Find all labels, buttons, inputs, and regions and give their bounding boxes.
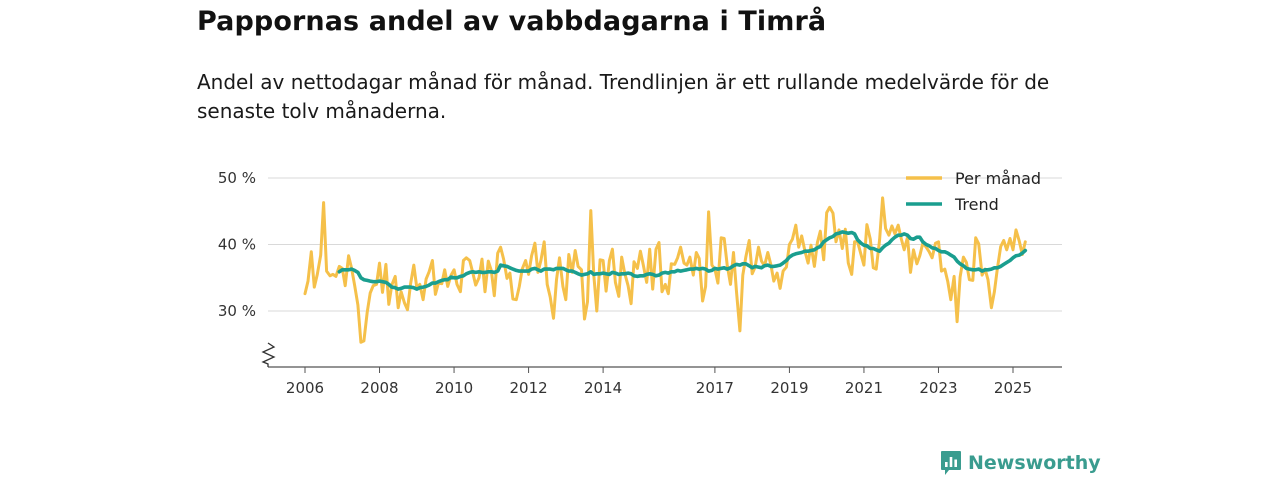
chart-title: Pappornas andel av vabbdagarna i Timrå bbox=[197, 6, 827, 37]
x-tick-label: 2014 bbox=[584, 379, 622, 397]
series-lines bbox=[303, 196, 1028, 344]
x-axis-ticks: 2006 2008 2010 2012 2014 2017 2019 2021 2023 2025 bbox=[286, 367, 1032, 397]
y-tick-label: 30 % bbox=[218, 302, 256, 320]
newsworthy-logo-icon bbox=[941, 451, 961, 475]
axis-break-icon bbox=[261, 342, 276, 367]
legend-label: Trend bbox=[954, 195, 999, 214]
y-tick-label: 50 % bbox=[218, 169, 256, 187]
newsworthy-logo[interactable]: Newsworthy bbox=[940, 450, 1101, 476]
series-line-trend bbox=[337, 230, 1028, 291]
y-axis-ticks: 30 % 40 % 50 % bbox=[218, 169, 256, 320]
x-tick-label: 2021 bbox=[845, 379, 883, 397]
chart-subtitle: Andel av nettodagar månad för månad. Tre… bbox=[197, 70, 1050, 123]
x-tick-label: 2025 bbox=[994, 379, 1032, 397]
x-tick-label: 2017 bbox=[696, 379, 734, 397]
x-tick-label: 2006 bbox=[286, 379, 324, 397]
newsworthy-logo-text: Newsworthy bbox=[968, 452, 1101, 474]
x-tick-label: 2012 bbox=[509, 379, 547, 397]
x-tick-label: 2023 bbox=[919, 379, 957, 397]
x-axis bbox=[261, 342, 1062, 368]
x-tick-label: 2010 bbox=[435, 379, 473, 397]
legend-label: Per månad bbox=[955, 169, 1041, 188]
series-line-per-manad bbox=[303, 196, 1027, 344]
x-tick-label: 2019 bbox=[770, 379, 808, 397]
y-tick-label: 40 % bbox=[218, 236, 256, 254]
x-tick-label: 2008 bbox=[360, 379, 398, 397]
legend: Per månad Trend bbox=[906, 169, 1041, 214]
